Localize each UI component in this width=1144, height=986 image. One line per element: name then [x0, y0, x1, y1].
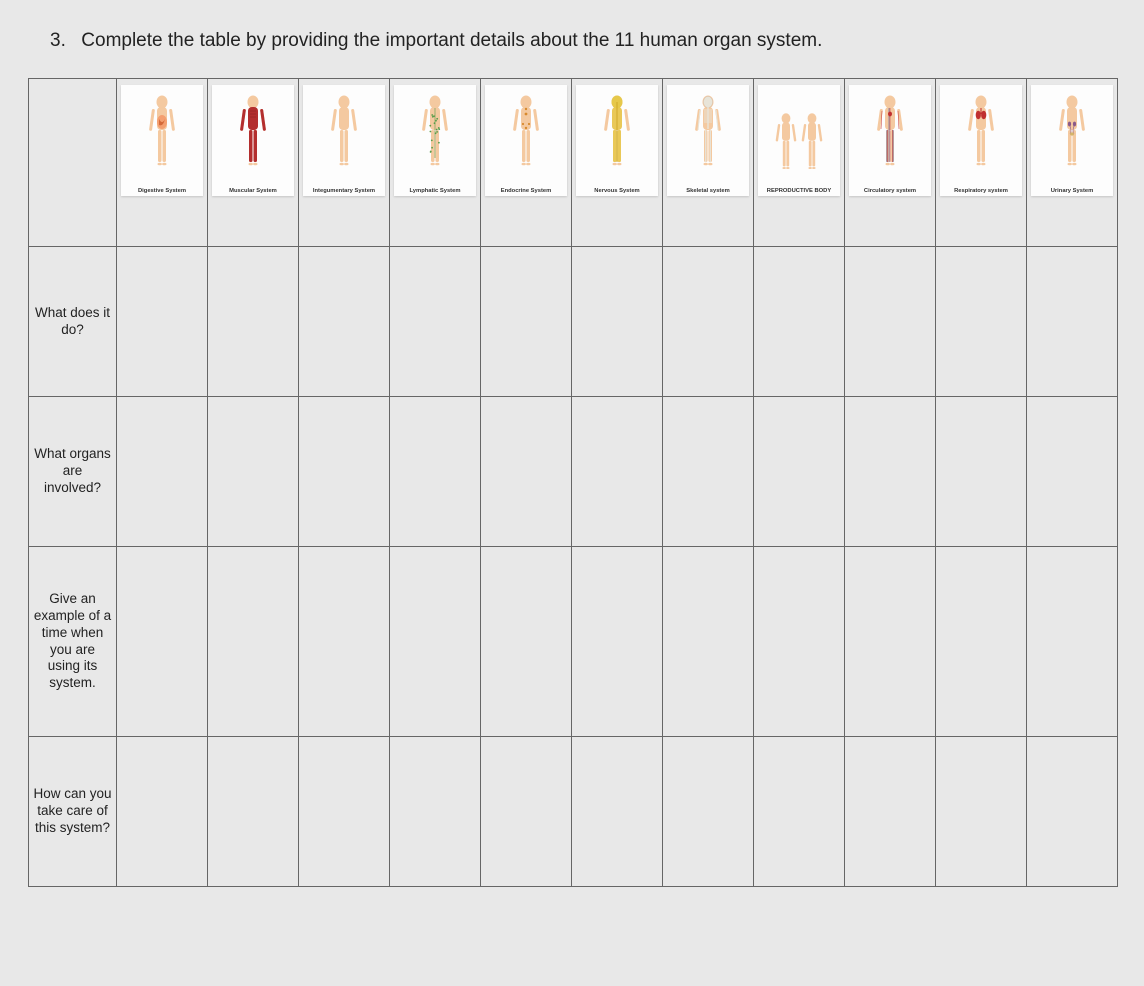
cell-r1-c0[interactable] [117, 247, 208, 397]
system-header-8: Circulatory system [845, 79, 936, 247]
body-figure-icon [602, 89, 632, 184]
system-caption: Respiratory system [954, 188, 1008, 194]
system-caption: Digestive System [138, 188, 186, 194]
system-card: Muscular System [212, 85, 294, 196]
cell-r3-c1[interactable] [208, 547, 299, 737]
system-card: Integumentary System [303, 85, 385, 196]
cell-r4-c10[interactable] [1027, 737, 1118, 887]
cell-r2-c5[interactable] [572, 397, 663, 547]
instruction-body: Complete the table by providing the impo… [81, 30, 822, 51]
cell-r3-c0[interactable] [117, 547, 208, 737]
body-figure-icon [774, 89, 824, 184]
cell-r3-c9[interactable] [936, 547, 1027, 737]
system-caption: Integumentary System [313, 188, 375, 194]
cell-r4-c9[interactable] [936, 737, 1027, 887]
cell-r1-c4[interactable] [481, 247, 572, 397]
system-header-1: Muscular System [208, 79, 299, 247]
body-figure-icon [420, 89, 450, 184]
cell-r4-c0[interactable] [117, 737, 208, 887]
cell-r4-c4[interactable] [481, 737, 572, 887]
system-caption: Circulatory system [864, 188, 916, 194]
system-caption: Skeletal system [686, 188, 730, 194]
cell-r3-c3[interactable] [390, 547, 481, 737]
system-card: Respiratory system [940, 85, 1022, 196]
body-figure-icon [511, 89, 541, 184]
organ-systems-table: Digestive System Muscular System Integum… [28, 78, 1118, 887]
cell-r4-c1[interactable] [208, 737, 299, 887]
system-card: Endocrine System [485, 85, 567, 196]
row-header-3: Give an example of a time when you are u… [29, 547, 117, 737]
cell-r2-c1[interactable] [208, 397, 299, 547]
cell-r4-c6[interactable] [663, 737, 754, 887]
instruction-text: 3. Complete the table by providing the i… [50, 30, 1116, 52]
body-figure-icon [329, 89, 359, 184]
cell-r4-c7[interactable] [754, 737, 845, 887]
system-card: Digestive System [121, 85, 203, 196]
cell-r1-c5[interactable] [572, 247, 663, 397]
cell-r3-c2[interactable] [299, 547, 390, 737]
cell-r3-c4[interactable] [481, 547, 572, 737]
cell-r2-c3[interactable] [390, 397, 481, 547]
cell-r2-c8[interactable] [845, 397, 936, 547]
cell-r2-c9[interactable] [936, 397, 1027, 547]
cell-r4-c2[interactable] [299, 737, 390, 887]
system-header-0: Digestive System [117, 79, 208, 247]
cell-r2-c7[interactable] [754, 397, 845, 547]
cell-r2-c6[interactable] [663, 397, 754, 547]
body-figure-icon [147, 89, 177, 184]
cell-r1-c3[interactable] [390, 247, 481, 397]
system-header-9: Respiratory system [936, 79, 1027, 247]
body-figure-icon [1057, 89, 1087, 184]
cell-r4-c8[interactable] [845, 737, 936, 887]
system-card: REPRODUCTIVE BODY [758, 85, 840, 196]
cell-r3-c7[interactable] [754, 547, 845, 737]
system-card: Skeletal system [667, 85, 749, 196]
cell-r1-c6[interactable] [663, 247, 754, 397]
system-header-6: Skeletal system [663, 79, 754, 247]
row-header-4: How can you take care of this system? [29, 737, 117, 887]
cell-r2-c10[interactable] [1027, 397, 1118, 547]
cell-r3-c10[interactable] [1027, 547, 1118, 737]
system-header-10: Urinary System [1027, 79, 1118, 247]
system-header-7: REPRODUCTIVE BODY [754, 79, 845, 247]
body-figure-icon [693, 89, 723, 184]
body-figure-icon [875, 89, 905, 184]
cell-r1-c10[interactable] [1027, 247, 1118, 397]
cell-r4-c5[interactable] [572, 737, 663, 887]
cell-r3-c5[interactable] [572, 547, 663, 737]
system-caption: Nervous System [594, 188, 639, 194]
cell-r1-c7[interactable] [754, 247, 845, 397]
system-caption: Lymphatic System [409, 188, 460, 194]
header-empty [29, 79, 117, 247]
cell-r1-c2[interactable] [299, 247, 390, 397]
system-caption: REPRODUCTIVE BODY [767, 188, 831, 194]
cell-r2-c0[interactable] [117, 397, 208, 547]
row-header-2: What organs are involved? [29, 397, 117, 547]
cell-r1-c9[interactable] [936, 247, 1027, 397]
system-card: Lymphatic System [394, 85, 476, 196]
body-figure-icon [966, 89, 996, 184]
system-header-2: Integumentary System [299, 79, 390, 247]
system-card: Urinary System [1031, 85, 1113, 196]
system-card: Circulatory system [849, 85, 931, 196]
cell-r4-c3[interactable] [390, 737, 481, 887]
system-card: Nervous System [576, 85, 658, 196]
system-caption: Endocrine System [501, 188, 552, 194]
system-header-5: Nervous System [572, 79, 663, 247]
system-header-3: Lymphatic System [390, 79, 481, 247]
system-caption: Muscular System [229, 188, 277, 194]
cell-r1-c1[interactable] [208, 247, 299, 397]
row-header-1: What does it do? [29, 247, 117, 397]
cell-r1-c8[interactable] [845, 247, 936, 397]
question-number: 3. [50, 30, 76, 52]
cell-r3-c6[interactable] [663, 547, 754, 737]
body-figure-icon [238, 89, 268, 184]
system-header-4: Endocrine System [481, 79, 572, 247]
cell-r2-c4[interactable] [481, 397, 572, 547]
cell-r3-c8[interactable] [845, 547, 936, 737]
cell-r2-c2[interactable] [299, 397, 390, 547]
system-caption: Urinary System [1051, 188, 1094, 194]
